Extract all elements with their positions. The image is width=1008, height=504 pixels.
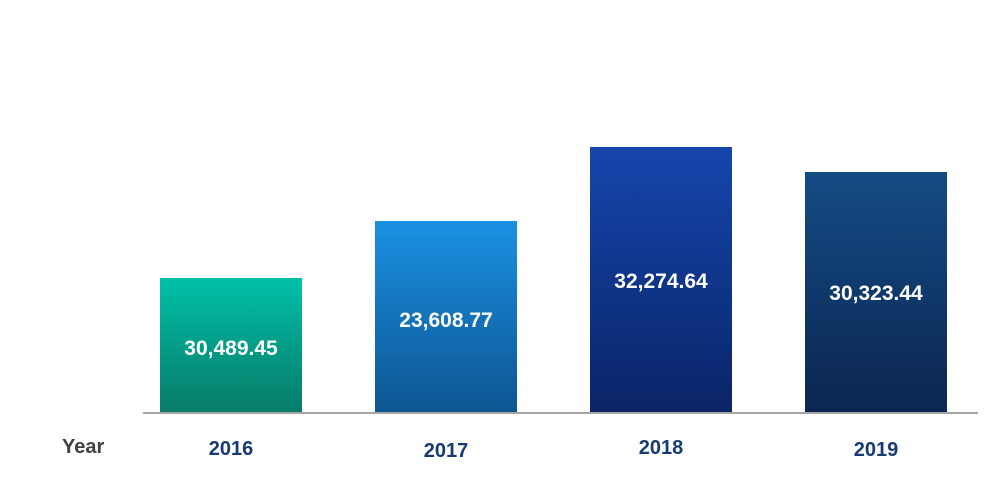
category-label-2017: 2017 — [424, 440, 469, 462]
bar-2016 — [160, 278, 302, 414]
data-label-2018: 32,274.64 — [614, 270, 708, 293]
data-label-2016: 30,489.45 — [184, 337, 278, 360]
bar-2017 — [375, 221, 517, 414]
category-label-2018: 2018 — [639, 437, 684, 459]
category-label-2019: 2019 — [854, 439, 899, 461]
bar-2018 — [590, 147, 732, 414]
data-label-2017: 23,608.77 — [399, 309, 492, 332]
category-label-2016: 2016 — [209, 438, 254, 460]
category-labels: 2016 2017 2018 2019 — [209, 437, 899, 462]
bar-2019 — [805, 172, 947, 414]
bars-group: 30,489.45 23,608.77 32,274.64 30,323.44 — [160, 147, 947, 414]
x-axis-title: Year — [62, 436, 104, 458]
data-label-2019: 30,323.44 — [829, 282, 923, 305]
